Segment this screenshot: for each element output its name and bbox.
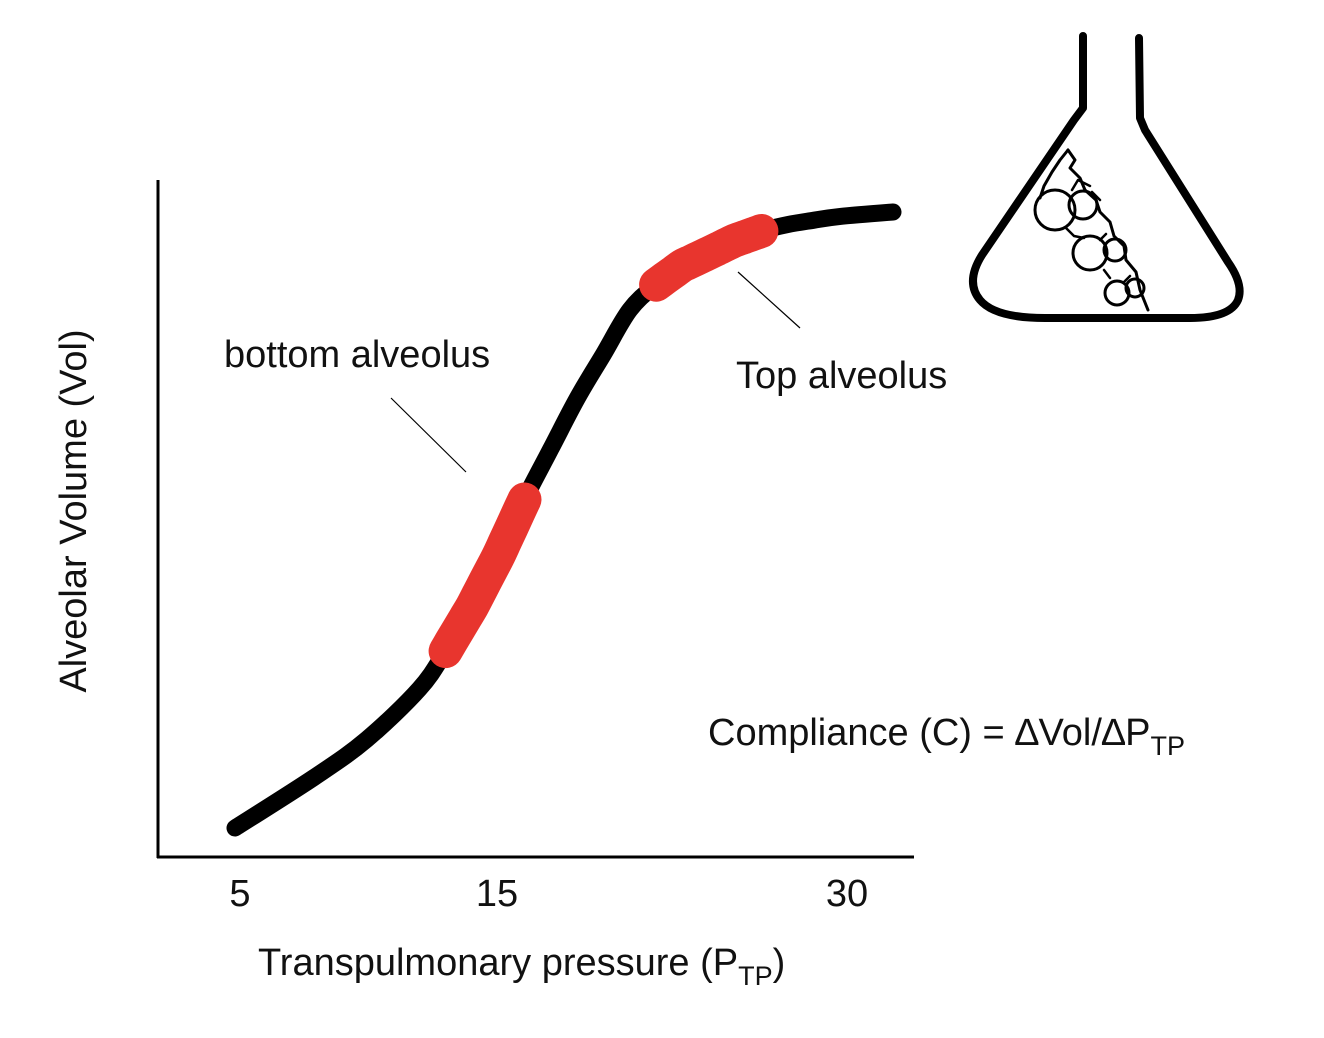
top-alveolus-highlight <box>639 214 779 302</box>
y-axis-label: Alveolar Volume (Vol) <box>53 329 95 692</box>
lung-flask-icon <box>969 32 1244 322</box>
x-axis-label: Transpulmonary pressure (PTP) <box>258 942 785 991</box>
curve-layer <box>226 203 902 837</box>
compliance-equation: Compliance (C) = ∆Vol/∆PTP <box>708 712 1185 761</box>
bottom-alveolus-highlight <box>428 482 542 669</box>
x-tick-label-15: 15 <box>476 873 518 915</box>
compliance-equation-main: Compliance (C) = ∆Vol/∆P <box>708 712 1151 754</box>
x-tick-label-30: 30 <box>826 873 868 915</box>
bottom-alveolus-label: bottom alveolus <box>224 334 490 376</box>
bottom-alveolus-leader <box>390 397 467 473</box>
x-axis-label-sub: TP <box>738 961 773 991</box>
x-axis-label-end: ) <box>773 942 786 984</box>
x-axis-label-main: Transpulmonary pressure (P <box>258 942 738 984</box>
top-alveolus-label: Top alveolus <box>736 355 947 397</box>
compliance-equation-sub: TP <box>1151 731 1186 761</box>
x-tick-label-5: 5 <box>229 873 250 915</box>
top-alveolus-leader <box>737 271 801 329</box>
